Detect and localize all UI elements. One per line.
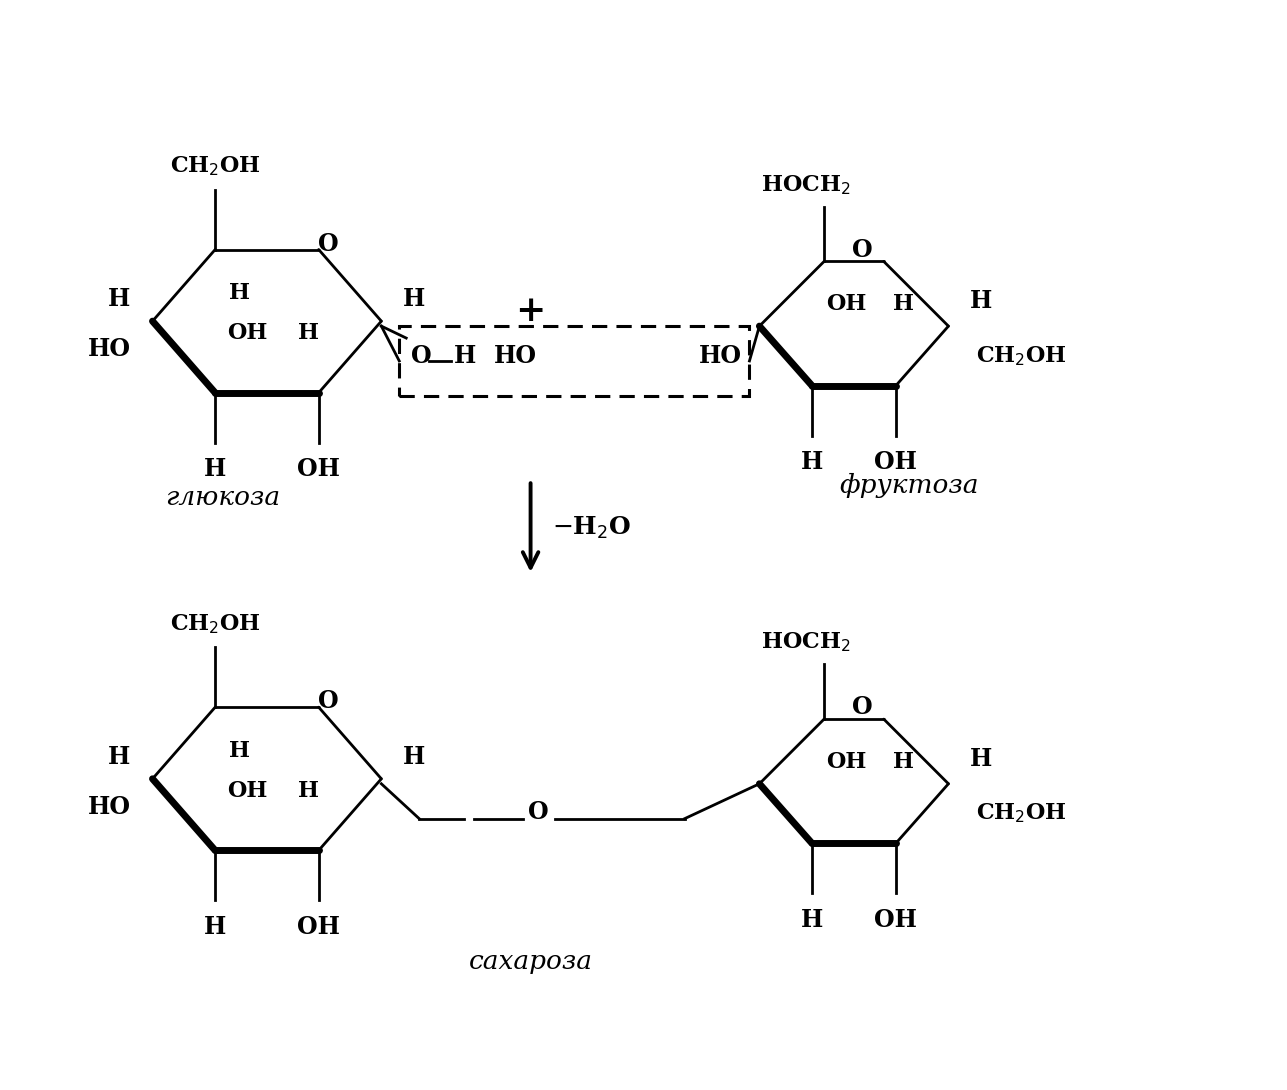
Text: HOCH$_2$: HOCH$_2$ <box>762 631 851 654</box>
Text: H: H <box>205 458 227 482</box>
Text: OH: OH <box>826 751 866 773</box>
Text: HOCH$_2$: HOCH$_2$ <box>762 173 851 197</box>
Text: H: H <box>893 751 914 773</box>
Text: +: + <box>515 294 546 328</box>
Text: H: H <box>299 322 319 344</box>
Text: $-$H$_2$O: $-$H$_2$O <box>552 514 632 542</box>
Text: CH$_2$OH: CH$_2$OH <box>170 611 260 635</box>
Text: фруктоза: фруктоза <box>839 473 978 498</box>
Text: H: H <box>454 344 476 368</box>
Text: H: H <box>970 289 992 313</box>
Text: H: H <box>108 744 130 768</box>
Text: OH: OH <box>227 779 268 802</box>
Text: O: O <box>318 689 338 713</box>
Text: OH: OH <box>297 458 340 482</box>
Text: CH$_2$OH: CH$_2$OH <box>977 344 1067 367</box>
Text: H: H <box>403 744 426 768</box>
Text: сахароза: сахароза <box>468 949 592 974</box>
Text: H: H <box>801 450 824 474</box>
Text: OH: OH <box>297 916 340 940</box>
Text: OH: OH <box>874 450 918 474</box>
Text: H: H <box>893 293 914 315</box>
Text: HO: HO <box>88 337 130 361</box>
Text: H: H <box>801 908 824 932</box>
Text: HO: HO <box>494 344 537 368</box>
Text: CH$_2$OH: CH$_2$OH <box>977 802 1067 825</box>
Text: CH$_2$OH: CH$_2$OH <box>170 155 260 178</box>
Text: H: H <box>205 916 227 940</box>
Text: H: H <box>970 747 992 771</box>
Text: OH: OH <box>874 908 918 932</box>
Text: O: O <box>411 344 432 368</box>
Text: O: O <box>852 238 873 262</box>
Text: H: H <box>299 779 319 802</box>
Text: HO: HO <box>88 795 130 819</box>
Text: H: H <box>403 288 426 312</box>
Text: O: O <box>528 800 548 824</box>
Text: O: O <box>318 231 338 255</box>
Text: O: O <box>852 695 873 719</box>
Text: H: H <box>108 288 130 312</box>
Text: HO: HO <box>699 344 741 368</box>
Text: OH: OH <box>227 322 268 344</box>
Text: глюкоза: глюкоза <box>165 485 279 510</box>
Text: OH: OH <box>826 293 866 315</box>
Text: H: H <box>229 282 250 304</box>
Text: H: H <box>229 740 250 762</box>
